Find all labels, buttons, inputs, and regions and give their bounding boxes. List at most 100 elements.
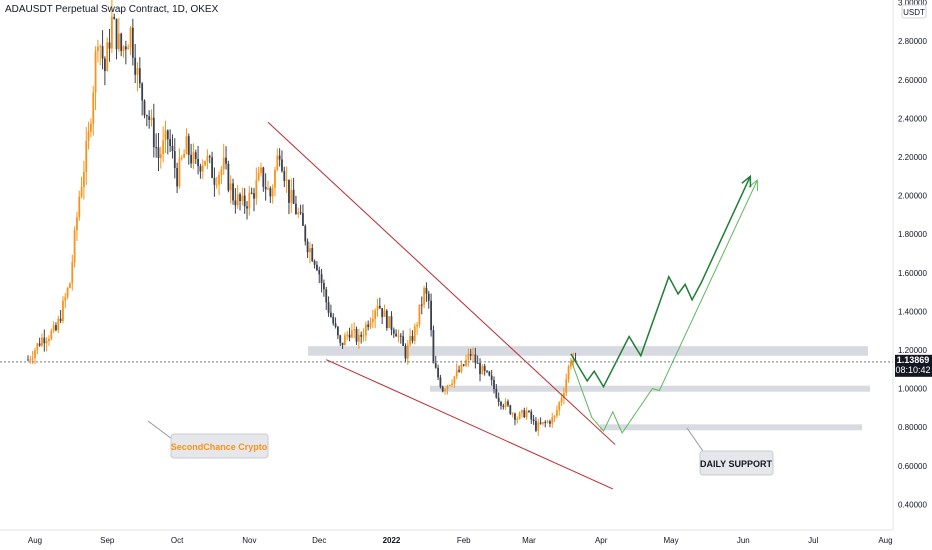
candle-body xyxy=(241,195,244,202)
candle-body xyxy=(234,200,237,206)
candle-body xyxy=(83,171,85,188)
candle-body xyxy=(162,140,165,155)
time-tick-label: Jul xyxy=(808,536,818,545)
time-tick-label: 2022 xyxy=(383,536,401,545)
candle-body xyxy=(141,83,144,101)
candle-body xyxy=(530,411,533,420)
candle-body xyxy=(514,413,516,420)
price-axis[interactable]: 3.00000 2.80000 2.60000 2.40000 2.20000 2.000… xyxy=(892,0,927,530)
candle-body xyxy=(474,354,477,363)
candle-body xyxy=(451,383,453,385)
candle-body xyxy=(479,362,481,375)
candle-body xyxy=(369,322,372,328)
candle-body xyxy=(78,196,81,218)
candle-body xyxy=(427,293,430,301)
candle-body xyxy=(553,415,556,418)
candle-body xyxy=(302,213,304,226)
price-tick-label: 0.40000 xyxy=(898,500,927,509)
support-label: DAILY SUPPORT xyxy=(700,459,773,469)
time-tick-label: Sep xyxy=(100,536,115,545)
candle-body xyxy=(248,192,251,209)
projection-secondary-arrow-head xyxy=(748,179,758,192)
candle-body xyxy=(166,130,169,140)
wedge-lower-line xyxy=(326,359,614,490)
candle-body xyxy=(418,304,421,325)
candle-body xyxy=(467,354,470,360)
candle-body xyxy=(29,359,32,361)
candle-body xyxy=(309,248,311,253)
support-zone xyxy=(308,346,868,356)
candle-body xyxy=(330,312,332,317)
candle-body xyxy=(134,57,137,75)
candle-body xyxy=(117,33,120,50)
candle-body xyxy=(94,51,97,93)
time-tick-label: Aug xyxy=(28,536,42,545)
candle-body xyxy=(62,300,64,321)
candle-body xyxy=(201,165,204,172)
candle-body xyxy=(211,157,213,178)
candle-body xyxy=(243,195,246,207)
candle-body xyxy=(271,187,274,197)
candle-body xyxy=(269,188,272,197)
candle-body xyxy=(406,344,409,359)
candle-body xyxy=(43,337,46,344)
currency-badge[interactable]: USDT xyxy=(901,4,927,19)
current-price-tag: 1.13869 08:10:42 xyxy=(895,354,932,377)
candle-body xyxy=(55,325,57,331)
candle-body xyxy=(115,18,118,50)
candle-body xyxy=(222,157,225,170)
candle-body xyxy=(409,336,412,345)
candle-body xyxy=(346,334,349,336)
candle-body xyxy=(390,316,393,330)
candle-body xyxy=(129,27,132,48)
time-axis[interactable]: Aug Sep Oct Nov Dec 2022 Feb Mar Apr May Jun Jul Aug xyxy=(0,529,893,545)
candle-body xyxy=(155,147,158,149)
candle-body xyxy=(80,187,83,197)
candle-body xyxy=(371,318,374,323)
brand-label: SecondChance Crypto xyxy=(171,442,268,452)
brand-callout: SecondChance Crypto xyxy=(147,420,269,459)
candle-body xyxy=(194,152,197,159)
candle-body xyxy=(367,324,370,328)
candle-body xyxy=(57,318,60,331)
candle-body xyxy=(120,33,123,52)
candle-body xyxy=(262,167,265,187)
candle-body xyxy=(507,401,509,406)
candle-body xyxy=(316,264,318,271)
candle-body xyxy=(113,16,116,19)
candle-body xyxy=(290,189,293,203)
candle-body xyxy=(311,248,314,262)
candle-body xyxy=(227,163,230,191)
candle-body xyxy=(257,172,260,181)
candle-body xyxy=(197,158,199,167)
candle-body xyxy=(36,343,39,351)
candle-body xyxy=(544,422,547,424)
candle-body xyxy=(404,345,407,359)
candle-body xyxy=(204,161,206,166)
candle-body xyxy=(297,212,300,215)
time-tick-label: Aug xyxy=(878,536,892,545)
candle-body xyxy=(572,360,575,362)
candle-body xyxy=(458,370,460,372)
candle-body xyxy=(99,46,102,48)
candle-body xyxy=(518,412,521,419)
candle-body xyxy=(306,241,309,253)
price-tick-label: 0.80000 xyxy=(898,423,927,432)
candle-body xyxy=(486,370,488,372)
candle-body xyxy=(246,206,248,209)
candle-body xyxy=(434,363,437,368)
candle-body xyxy=(124,46,127,50)
candle-body xyxy=(395,333,398,337)
candle-body xyxy=(448,384,451,386)
candle-body xyxy=(500,402,502,406)
price-tick-label: 2.40000 xyxy=(898,114,927,123)
price-tick-label: 2.80000 xyxy=(898,37,927,46)
candle-body xyxy=(255,180,258,199)
candle-body xyxy=(348,334,351,338)
candle-body xyxy=(285,179,288,181)
candle-body xyxy=(430,300,432,331)
candle-body xyxy=(465,359,467,366)
price-tick-label: 1.80000 xyxy=(898,230,927,239)
candle-body xyxy=(187,136,190,155)
